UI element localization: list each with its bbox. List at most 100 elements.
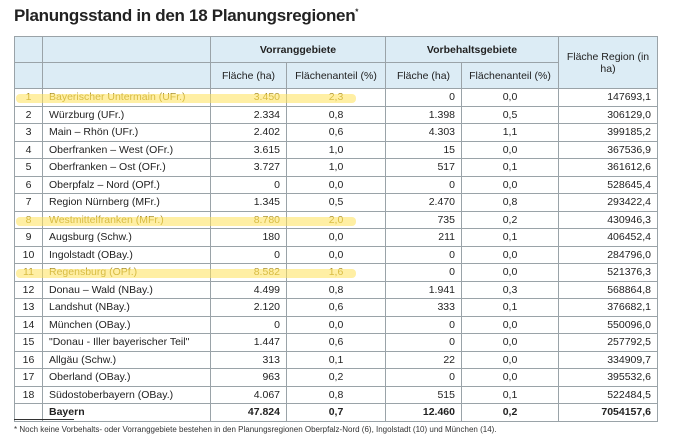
flaeche-region: 395532,6 <box>558 368 658 387</box>
vorbehalt-flaeche: 333 <box>385 298 462 317</box>
vorbehalt-anteil: 0,1 <box>461 385 559 404</box>
vorrang-flaeche: 1.345 <box>210 193 287 212</box>
footnote: * Noch keine Vorbehalts- oder Vorranggeb… <box>14 425 497 434</box>
region-name: Donau – Wald (NBay.) <box>42 280 211 299</box>
region-name: Allgäu (Schw.) <box>42 350 211 369</box>
vorrang-flaeche: 4.067 <box>210 385 287 404</box>
vorbehalt-anteil: 0,0 <box>461 263 559 282</box>
vorbehalt-flaeche: 517 <box>385 158 462 177</box>
vorbehalt-anteil: 0,0 <box>461 140 559 159</box>
flaeche-region: 284796,0 <box>558 245 658 264</box>
vorrang-flaeche: 0 <box>210 315 287 334</box>
flaeche-region: 430946,3 <box>558 210 658 229</box>
region-name: Bayern <box>42 403 211 422</box>
header-flaeche-region: Fläche Region (in ha) <box>558 36 658 89</box>
row-number: 18 <box>14 385 43 404</box>
row-number: 6 <box>14 175 43 194</box>
vorbehalt-flaeche: 0 <box>385 245 462 264</box>
region-name: Augsburg (Schw.) <box>42 228 211 247</box>
row-number: 15 <box>14 333 43 352</box>
header-blank <box>14 62 43 89</box>
vorrang-flaeche: 4.499 <box>210 280 287 299</box>
total-row: Bayern 47.824 0,7 12.460 0,2 7054157,6 <box>14 403 658 422</box>
vorrang-anteil: 0,8 <box>286 280 386 299</box>
table-row: 4 Oberfranken – West (OFr.) 3.615 1,0 15 0,0 3… <box>14 140 658 159</box>
vorbehalt-anteil: 0,1 <box>461 158 559 177</box>
flaeche-region: 528645,4 <box>558 175 658 194</box>
vorrang-anteil: 1,0 <box>286 140 386 159</box>
vorrang-anteil: 0,5 <box>286 193 386 212</box>
flaeche-region: 257792,5 <box>558 333 658 352</box>
flaeche-region: 334909,7 <box>558 350 658 369</box>
region-name: Oberland (OBay.) <box>42 368 211 387</box>
table-row: 2 Würzburg (UFr.) 2.334 0,8 1.398 0,5 306129,0 <box>14 105 658 124</box>
flaeche-region: 361612,6 <box>558 158 658 177</box>
table-row: 10 Ingolstadt (OBay.) 0 0,0 0 0,0 284796,0 <box>14 245 658 264</box>
planning-table: Vorranggebiete Vorbehaltsgebiete Fläche … <box>14 36 658 422</box>
vorbehalt-anteil: 0,0 <box>461 333 559 352</box>
vorbehalt-anteil: 0,1 <box>461 298 559 317</box>
highlight-marker <box>16 216 356 226</box>
vorbehalt-anteil: 0,5 <box>461 105 559 124</box>
vorbehalt-flaeche: 0 <box>385 175 462 194</box>
row-number: 17 <box>14 368 43 387</box>
vorbehalt-flaeche: 515 <box>385 385 462 404</box>
vorbehalt-flaeche: 2.470 <box>385 193 462 212</box>
flaeche-region: 7054157,6 <box>558 403 658 422</box>
vorrang-flaeche: 3.727 <box>210 158 287 177</box>
table-row: 3 Main – Rhön (UFr.) 2.402 0,6 4.303 1,1 39918… <box>14 123 658 142</box>
region-name: "Donau - Iller bayerischer Teil" <box>42 333 211 352</box>
vorbehalt-anteil: 0,2 <box>461 403 559 422</box>
row-number: 4 <box>14 140 43 159</box>
vorbehalt-flaeche: 4.303 <box>385 123 462 142</box>
region-name: Oberpfalz – Nord (OPf.) <box>42 175 211 194</box>
table-row: 7 Region Nürnberg (MFr.) 1.345 0,5 2.470 0,8 2… <box>14 193 658 212</box>
flaeche-region: 406452,4 <box>558 228 658 247</box>
table-row: 17 Oberland (OBay.) 963 0,2 0 0,0 395532,6 <box>14 368 658 387</box>
region-name: Region Nürnberg (MFr.) <box>42 193 211 212</box>
row-number: 14 <box>14 315 43 334</box>
highlight-marker <box>16 269 356 279</box>
vorrang-flaeche: 2.120 <box>210 298 287 317</box>
flaeche-region: 521376,3 <box>558 263 658 282</box>
region-name: Würzburg (UFr.) <box>42 105 211 124</box>
vorbehalt-anteil: 0,0 <box>461 88 559 107</box>
vorrang-flaeche: 47.824 <box>210 403 287 422</box>
vorrang-flaeche: 0 <box>210 175 287 194</box>
row-number: 7 <box>14 193 43 212</box>
vorrang-anteil: 0,0 <box>286 245 386 264</box>
flaeche-region: 550096,0 <box>558 315 658 334</box>
table-row: 9 Augsburg (Schw.) 180 0,0 211 0,1 406452,4 <box>14 228 658 247</box>
region-name: Ingolstadt (OBay.) <box>42 245 211 264</box>
vorrang-flaeche: 313 <box>210 350 287 369</box>
region-name: Main – Rhön (UFr.) <box>42 123 211 142</box>
flaeche-region: 306129,0 <box>558 105 658 124</box>
vorbehalt-flaeche: 1.398 <box>385 105 462 124</box>
vorbehalt-flaeche: 211 <box>385 228 462 247</box>
vorbehalt-flaeche: 1.941 <box>385 280 462 299</box>
flaeche-region: 522484,5 <box>558 385 658 404</box>
vorrang-flaeche: 963 <box>210 368 287 387</box>
vorbehalt-anteil: 0,8 <box>461 193 559 212</box>
vorbehalt-flaeche: 0 <box>385 88 462 107</box>
vorbehalt-anteil: 0,1 <box>461 228 559 247</box>
flaeche-region: 147693,1 <box>558 88 658 107</box>
vorrang-anteil: 0,6 <box>286 298 386 317</box>
header-blank <box>42 62 211 89</box>
flaeche-region: 399185,2 <box>558 123 658 142</box>
region-name: Landshut (NBay.) <box>42 298 211 317</box>
header-vorbehalt: Vorbehaltsgebiete <box>385 36 559 63</box>
table-row: 16 Allgäu (Schw.) 313 0,1 22 0,0 334909,7 <box>14 350 658 369</box>
vorrang-anteil: 0,2 <box>286 368 386 387</box>
vorbehalt-anteil: 0,0 <box>461 315 559 334</box>
vorrang-flaeche: 2.402 <box>210 123 287 142</box>
row-number: 9 <box>14 228 43 247</box>
table-row: 5 Oberfranken – Ost (OFr.) 3.727 1,0 517 0,1 3… <box>14 158 658 177</box>
vorbehalt-anteil: 1,1 <box>461 123 559 142</box>
vorbehalt-flaeche: 735 <box>385 210 462 229</box>
row-number: 12 <box>14 280 43 299</box>
table-row: 6 Oberpfalz – Nord (OPf.) 0 0,0 0 0,0 528645,4 <box>14 175 658 194</box>
footnote-divider <box>14 419 74 420</box>
region-name: München (OBay.) <box>42 315 211 334</box>
flaeche-region: 568864,8 <box>558 280 658 299</box>
